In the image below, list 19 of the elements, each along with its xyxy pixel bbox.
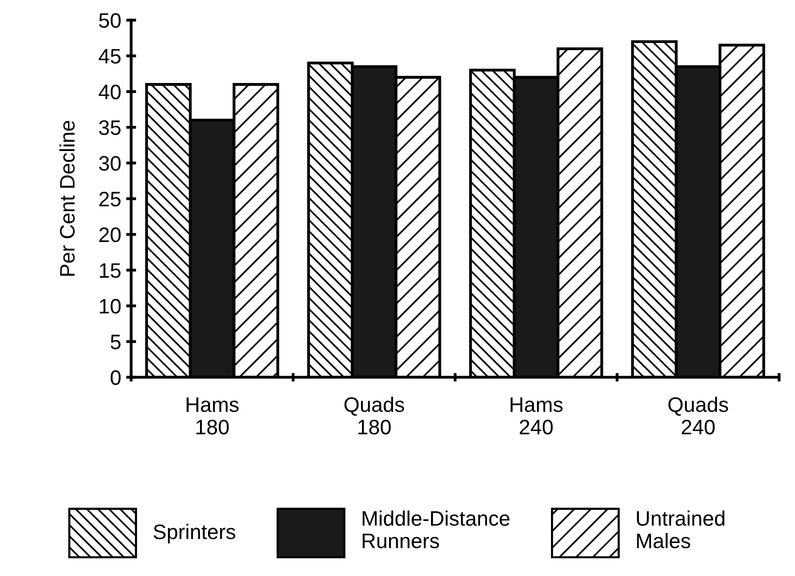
y-tick-label: 25 xyxy=(99,192,121,206)
y-tick-label: 20 xyxy=(99,227,121,242)
y-tick-label: 0 xyxy=(110,370,121,386)
y-tick-label: 5 xyxy=(110,334,121,350)
x-tick-label: Hams 180 xyxy=(186,397,239,434)
y-tick-label: 10 xyxy=(100,298,121,314)
legend-label: Middle-Distance Runners xyxy=(362,510,510,548)
y-tick-label: 15 xyxy=(100,263,121,278)
y-tick-label: 40 xyxy=(98,84,121,100)
x-tick-label: Quads 180 xyxy=(344,396,404,434)
x-tick-label: Hams 240 xyxy=(510,397,563,434)
legend-label: Untrained Males xyxy=(636,510,724,548)
y-axis-title: Per Cent Decline xyxy=(59,120,75,276)
y-tick-label: 45 xyxy=(98,49,121,64)
y-tick-label: 30 xyxy=(99,156,121,171)
y-tick-label: 50 xyxy=(99,13,121,28)
legend-label: Sprinters xyxy=(154,524,236,544)
y-tick-label: 35 xyxy=(99,120,121,136)
x-tick-label: Quads 240 xyxy=(668,396,728,434)
